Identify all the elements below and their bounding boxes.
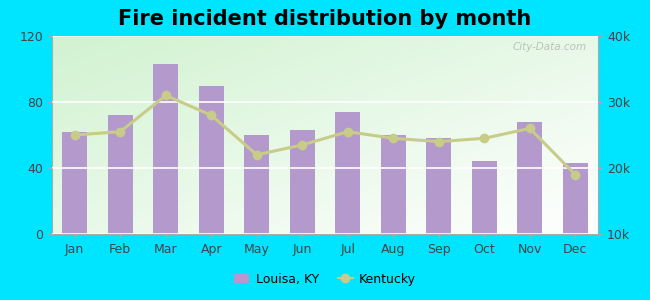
Bar: [563, 163, 588, 234]
Bar: [517, 122, 542, 234]
Bar: [290, 130, 315, 234]
Text: City-Data.com: City-Data.com: [513, 42, 587, 52]
Bar: [472, 161, 497, 234]
Bar: [153, 64, 178, 234]
Legend: Louisa, KY, Kentucky: Louisa, KY, Kentucky: [229, 268, 421, 291]
Bar: [335, 112, 360, 234]
Title: Fire incident distribution by month: Fire incident distribution by month: [118, 9, 532, 29]
Bar: [62, 132, 87, 234]
Bar: [199, 85, 224, 234]
Bar: [108, 115, 133, 234]
Bar: [381, 135, 406, 234]
Bar: [426, 138, 451, 234]
Bar: [244, 135, 269, 234]
